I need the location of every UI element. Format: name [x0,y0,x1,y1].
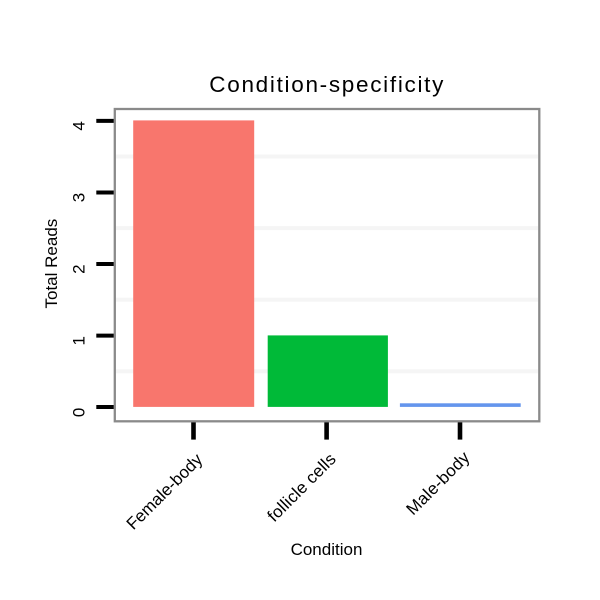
svg-text:3: 3 [70,193,89,202]
svg-text:4: 4 [70,121,89,130]
svg-text:1: 1 [70,336,89,345]
svg-text:Condition: Condition [291,540,363,559]
svg-text:Condition-specificity: Condition-specificity [209,72,445,97]
svg-text:2: 2 [70,264,89,273]
svg-text:0: 0 [70,408,89,417]
svg-text:Total Reads: Total Reads [42,219,61,309]
